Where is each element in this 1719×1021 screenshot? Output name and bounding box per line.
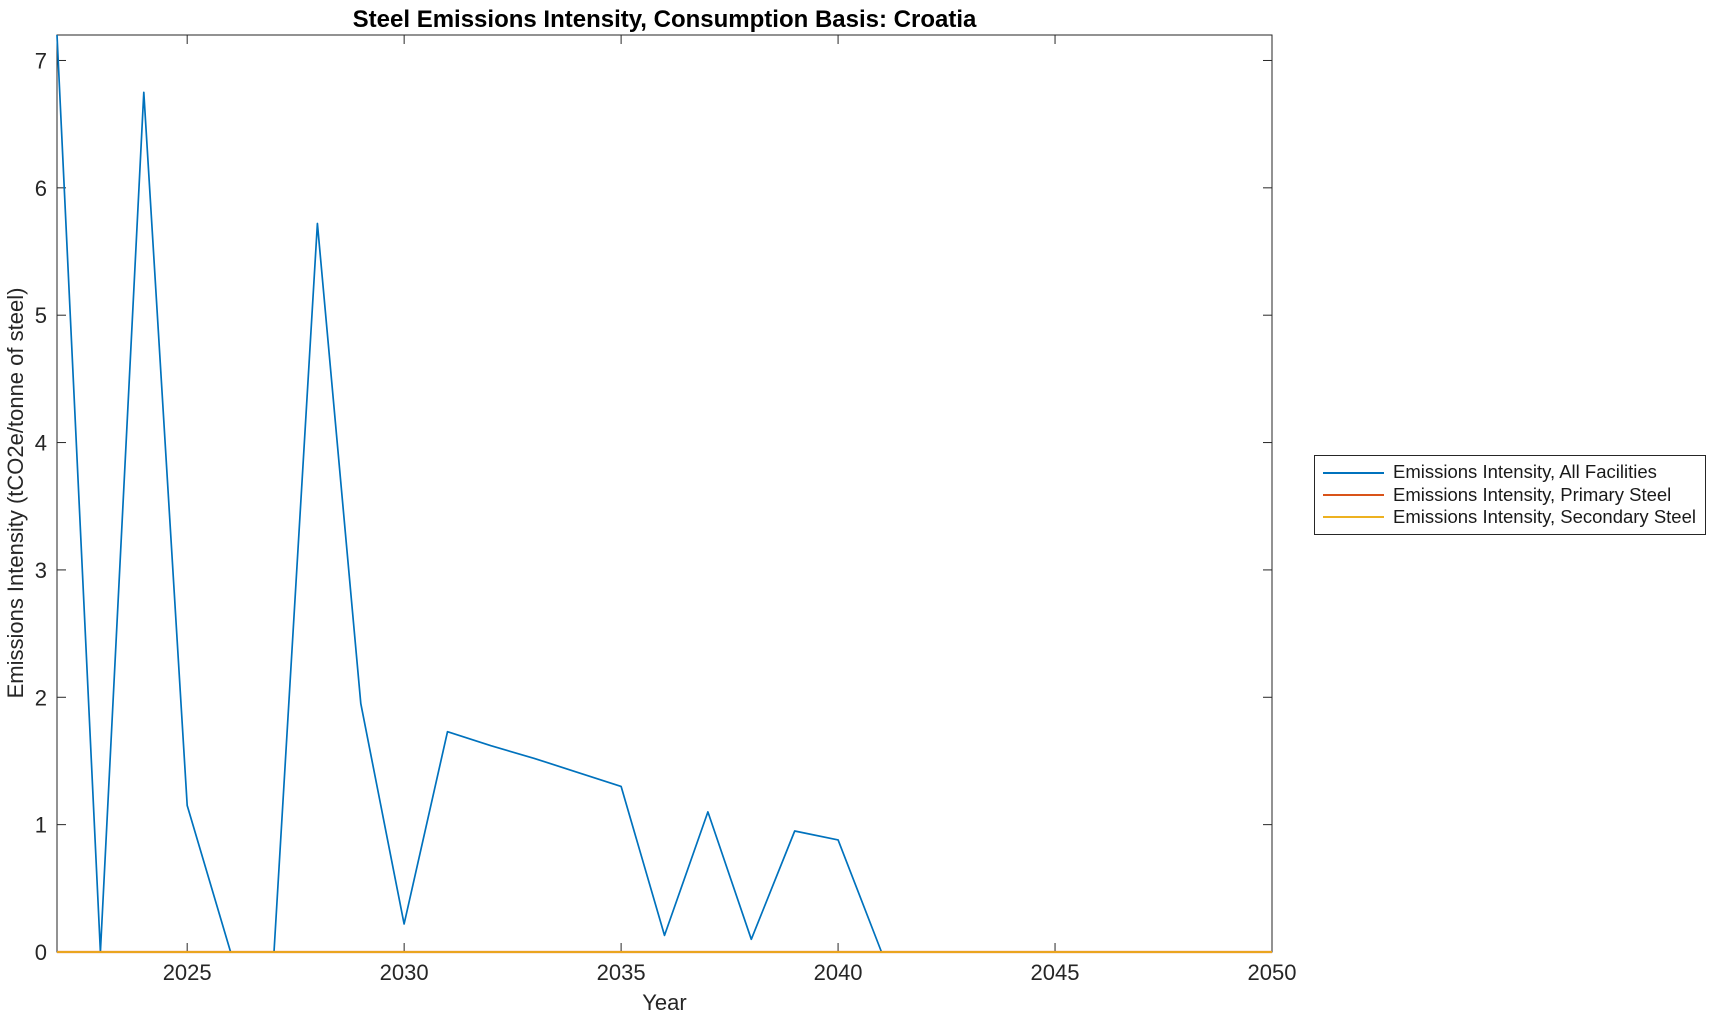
y-tick-label: 7 [35, 48, 47, 73]
y-axis-label: Emissions Intensity (tCO2e/tonne of stee… [3, 287, 28, 699]
legend: Emissions Intensity, All Facilities Emis… [1314, 455, 1706, 535]
legend-entry: Emissions Intensity, All Facilities [1315, 461, 1705, 483]
legend-entry: Emissions Intensity, Primary Steel [1315, 484, 1705, 506]
axis-tick-labels: 2025 2030 2035 2040 2045 2050 0 1 2 3 4 5 6 7 [35, 48, 1297, 985]
y-tick-label: 4 [35, 431, 47, 456]
legend-label: Emissions Intensity, All Facilities [1393, 461, 1657, 483]
legend-line-sample-yellow [1323, 516, 1384, 519]
legend-line-sample-orange [1323, 493, 1384, 496]
x-tick-label: 2045 [1031, 960, 1080, 985]
y-tick-label: 5 [35, 303, 47, 328]
y-tick-label: 1 [35, 813, 47, 838]
y-tick-label: 0 [35, 940, 47, 965]
legend-line-sample-blue [1323, 471, 1384, 474]
x-tick-label: 2050 [1248, 960, 1297, 985]
y-tick-label: 6 [35, 176, 47, 201]
x-tick-label: 2035 [597, 960, 646, 985]
x-axis-label: Year [642, 990, 687, 1015]
legend-entry: Emissions Intensity, Secondary Steel [1315, 506, 1705, 528]
data-series [56, 34, 1272, 954]
plot-border [56, 34, 1273, 953]
x-tick-label: 2030 [380, 960, 429, 985]
legend-label: Emissions Intensity, Secondary Steel [1393, 506, 1696, 528]
y-tick-label: 3 [35, 558, 47, 583]
legend-label: Emissions Intensity, Primary Steel [1393, 483, 1672, 505]
series-line-0 [56, 34, 1272, 953]
chart-title: Steel Emissions Intensity, Consumption B… [352, 6, 977, 33]
axis-ticks [57, 35, 1273, 953]
x-tick-label: 2025 [163, 960, 212, 985]
y-tick-label: 2 [35, 685, 47, 710]
x-tick-label: 2040 [814, 960, 863, 985]
